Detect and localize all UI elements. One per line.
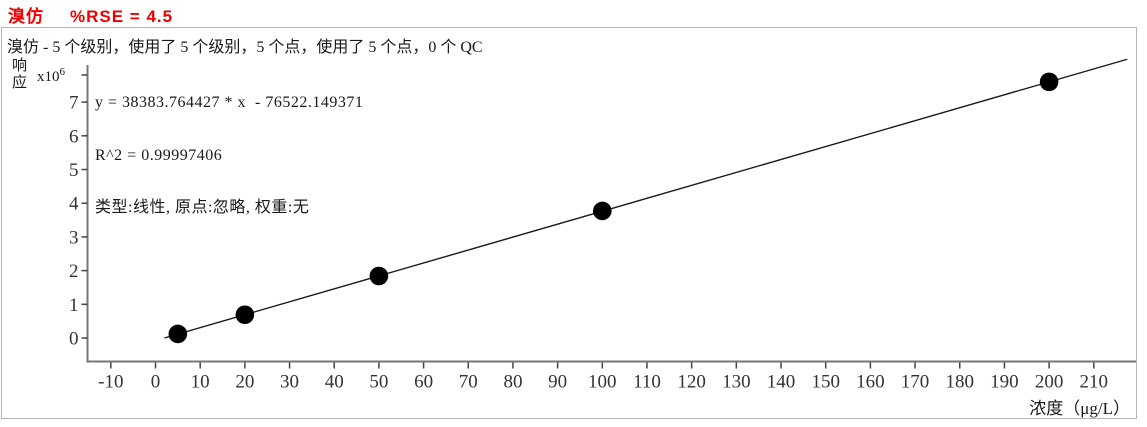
data-point[interactable]: [235, 305, 255, 325]
x-tick-label: 170: [901, 372, 930, 393]
y-axis-label: 响应: [10, 57, 26, 91]
x-tick-label: 10: [191, 372, 210, 393]
y-tick-label: 7: [69, 93, 79, 114]
x-tick-label: 110: [633, 372, 661, 393]
x-tick-label: 120: [677, 372, 706, 393]
compound-title: 溴仿 %RSE = 4.5: [8, 2, 173, 27]
data-point[interactable]: [593, 201, 612, 221]
fit-line: [164, 58, 1128, 339]
x-tick-label: 80: [503, 372, 522, 393]
x-tick-label: 100: [588, 372, 617, 393]
y-tick-label: 5: [69, 160, 79, 181]
data-point[interactable]: [1039, 72, 1059, 92]
x-tick-label: 180: [945, 372, 974, 393]
fit-equation: y = 38383.764427 * x - 76522.149371: [95, 94, 364, 111]
x-tick-label: 190: [990, 372, 1019, 393]
y-tick-label: 3: [69, 227, 79, 248]
x-tick-label: 0: [151, 372, 161, 393]
y-tick-label: 2: [69, 261, 79, 282]
x-tick-label: 50: [369, 372, 388, 393]
data-point[interactable]: [168, 324, 188, 344]
x-tick-label: -10: [98, 372, 123, 393]
y-tick-label: 4: [69, 194, 79, 215]
x-tick-label: 60: [414, 372, 433, 393]
compound-name: 溴仿: [8, 7, 44, 26]
x-tick-label: 210: [1080, 372, 1109, 393]
y-tick-label: 1: [69, 295, 79, 316]
x-tick-label: 70: [459, 372, 478, 393]
data-point[interactable]: [369, 266, 389, 286]
x-tick-label: 30: [280, 372, 299, 393]
x-tick-label: 130: [722, 372, 751, 393]
fit-equation-block: y = 38383.764427 * x - 76522.149371 R^2 …: [95, 59, 363, 252]
x-tick-label: 200: [1035, 372, 1064, 393]
x-axis-label: 浓度（μg/L）: [1029, 399, 1130, 418]
fit-model-settings: 类型:线性, 原点:忽略, 权重:无: [95, 199, 310, 216]
x-tick-label: 150: [811, 372, 840, 393]
y-scale-label: x106: [37, 66, 65, 85]
y-tick-label: 0: [69, 329, 79, 350]
rse-value: %RSE = 4.5: [70, 7, 174, 26]
x-tick-label: 140: [767, 372, 796, 393]
x-tick-label: 160: [856, 372, 885, 393]
chart-frame: [1, 27, 1137, 419]
fit-r-squared: R^2 = 0.99997406: [95, 146, 223, 164]
x-tick-label: 20: [235, 372, 254, 393]
chart-subtitle: 溴仿 - 5 个级别，使用了 5 个级别，5 个点，使用了 5 个点，0 个 Q…: [7, 39, 483, 56]
y-tick-label: 6: [69, 126, 79, 147]
x-tick-label: 40: [325, 372, 344, 393]
x-tick-label: 90: [548, 372, 567, 393]
